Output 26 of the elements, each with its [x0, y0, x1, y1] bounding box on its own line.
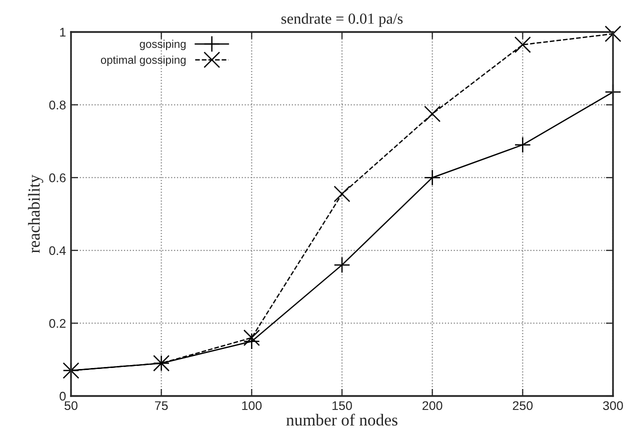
point [604, 26, 622, 42]
point [424, 106, 441, 122]
point [334, 186, 350, 202]
x-tick-label: 50 [64, 401, 78, 410]
y-tick-label: 0.4 [49, 246, 66, 256]
point [334, 256, 350, 274]
y-tick-label: 0.2 [49, 319, 66, 328]
point [424, 169, 441, 186]
x-tick-label: 200 [422, 401, 442, 410]
x-tick-label: 250 [512, 401, 533, 410]
y-tick-label: 1 [60, 28, 66, 37]
point [514, 36, 531, 54]
y-axis-title: reachability [28, 174, 44, 253]
legend-label: optimal gossiping [100, 56, 186, 66]
y-tick-label: 0.6 [49, 173, 66, 182]
point [514, 136, 531, 154]
point [243, 329, 260, 346]
chart-title: sendrate = 0.01 pa/s [281, 13, 403, 27]
x-tick-label: 75 [155, 401, 168, 410]
x-tick-label: 100 [242, 401, 262, 410]
x-axis-title: number of nodes [286, 414, 398, 426]
x-tick-label: 300 [603, 401, 623, 410]
legend-label: gossiping [140, 40, 186, 50]
x-tick-label: 150 [332, 401, 352, 410]
y-tick-label: 0.8 [49, 100, 66, 110]
y-tick-label: 0 [60, 392, 66, 401]
